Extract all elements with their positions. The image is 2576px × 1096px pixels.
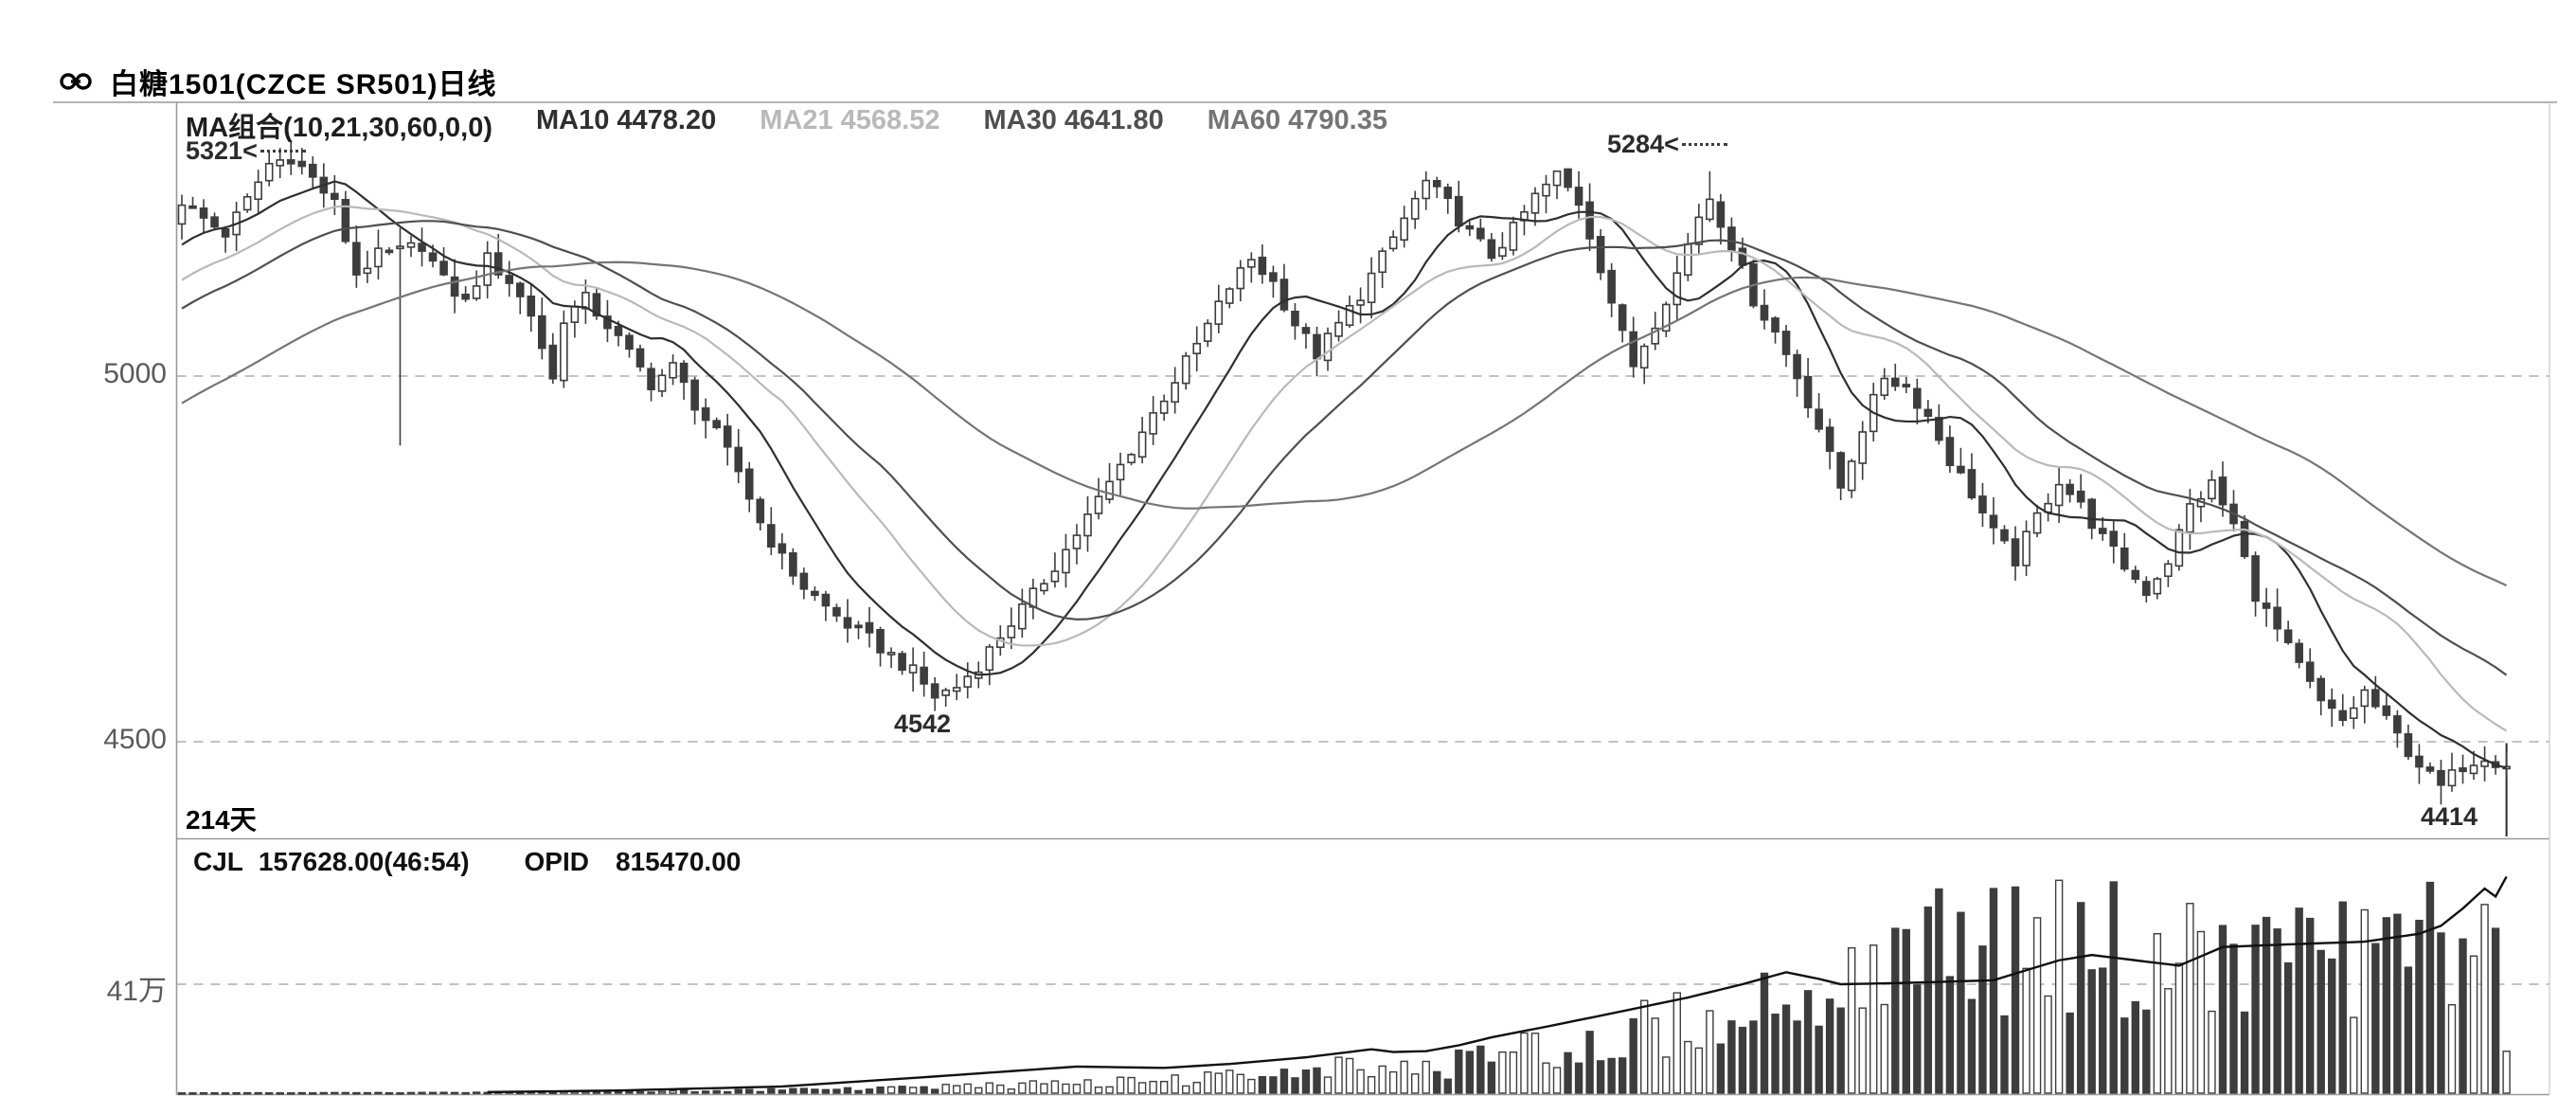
volume-axis-label-41wan: 41万 bbox=[106, 976, 167, 1007]
chain-link-icon[interactable] bbox=[59, 69, 97, 94]
annotation-swing-low-text: 4542 bbox=[894, 710, 952, 738]
ma30-legend-value: MA30 4641.80 bbox=[983, 105, 1164, 135]
annotation-period-low-text: 4414 bbox=[2421, 802, 2478, 831]
chart-title: 白糖1501(CZCE SR501)日线 bbox=[110, 69, 497, 100]
annotation-period-low: 4414 bbox=[2421, 802, 2478, 832]
price-axis-label-4500: 4500 bbox=[103, 724, 167, 755]
annotation-dash-line bbox=[259, 150, 306, 153]
price-axis-label-5000: 5000 bbox=[103, 358, 167, 389]
volume-legend: CJL 157628.00(46:54) OPID 815470.00 bbox=[193, 847, 741, 877]
ma-legend: MA组合(10,21,30,60,0,0) MA10 4478.20 MA21 … bbox=[186, 105, 1387, 145]
annotation-period-high: 5321< bbox=[186, 136, 306, 166]
opid-value: 815470.00 bbox=[616, 847, 742, 876]
annotation-dash-line bbox=[1681, 143, 1727, 146]
opid-label: OPID bbox=[524, 847, 589, 876]
cjl-label: CJL bbox=[193, 847, 243, 876]
annotation-swing-high-text: 5284< bbox=[1607, 130, 1679, 158]
annotation-swing-high: 5284< bbox=[1607, 130, 1727, 159]
ma-group-label: MA组合(10,21,30,60,0,0) bbox=[186, 113, 492, 143]
ma21-legend-value: MA21 4568.52 bbox=[760, 105, 940, 135]
annotation-swing-low: 4542 bbox=[894, 710, 951, 739]
cjl-value: 157628.00(46:54) bbox=[258, 847, 470, 876]
ma60-legend-value: MA60 4790.35 bbox=[1207, 105, 1387, 135]
ma10-legend-value: MA10 4478.20 bbox=[536, 105, 717, 135]
annotation-period-high-text: 5321< bbox=[186, 136, 258, 165]
period-days-label: 214天 bbox=[186, 805, 257, 835]
title-bar: 白糖1501(CZCE SR501)日线 bbox=[59, 61, 496, 102]
